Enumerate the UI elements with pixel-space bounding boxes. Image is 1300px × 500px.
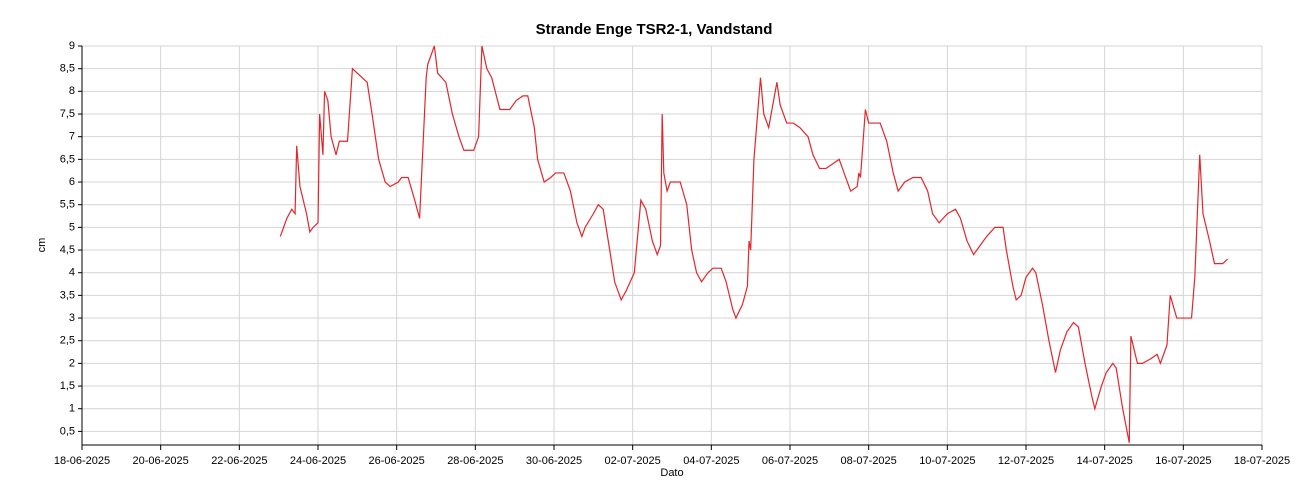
x-tick-label: 18-07-2025 [1234, 455, 1290, 467]
y-tick-label: 2 [69, 357, 75, 369]
y-tick-label: 6,5 [60, 153, 75, 165]
x-tick-label: 30-06-2025 [526, 455, 582, 467]
y-tick-label: 5 [69, 221, 75, 233]
y-axis-label: cm [36, 238, 48, 253]
data-line [279, 45, 1228, 443]
y-tick-label: 1 [69, 403, 75, 415]
x-tick-label: 28-06-2025 [447, 455, 503, 467]
y-tick-label: 3,5 [60, 289, 75, 301]
x-axis-label: Dato [660, 467, 683, 479]
y-tick-label: 3 [69, 312, 75, 324]
y-tick-label: 5,5 [60, 199, 75, 211]
y-tick-label: 4 [69, 267, 75, 279]
y-tick-label: 8,5 [60, 63, 75, 75]
y-tick-label: 0,5 [60, 425, 75, 437]
y-tick-label: 6 [69, 176, 75, 188]
y-tick-label: 8 [69, 85, 75, 97]
x-tick-label: 16-07-2025 [1155, 455, 1211, 467]
y-tick-label: 7,5 [60, 108, 75, 120]
x-tick-label: 02-07-2025 [605, 455, 661, 467]
x-tick-label: 08-07-2025 [841, 455, 897, 467]
x-tick-label: 20-06-2025 [133, 455, 189, 467]
x-tick-label: 12-07-2025 [998, 455, 1054, 467]
x-tick-label: 26-06-2025 [369, 455, 425, 467]
y-tick-label: 2,5 [60, 335, 75, 347]
x-tick-label: 22-06-2025 [211, 455, 267, 467]
x-tick-label: 18-06-2025 [54, 455, 110, 467]
y-tick-label: 9 [69, 40, 75, 52]
y-tick-label: 7 [69, 131, 75, 143]
x-tick-label: 14-07-2025 [1077, 455, 1133, 467]
x-tick-label: 24-06-2025 [290, 455, 346, 467]
y-tick-label: 4,5 [60, 244, 75, 256]
chart-title: Strande Enge TSR2-1, Vandstand [536, 21, 773, 38]
x-tick-label: 06-07-2025 [762, 455, 818, 467]
y-tick-label: 1,5 [60, 380, 75, 392]
x-tick-label: 10-07-2025 [919, 455, 975, 467]
x-tick-label: 04-07-2025 [683, 455, 739, 467]
